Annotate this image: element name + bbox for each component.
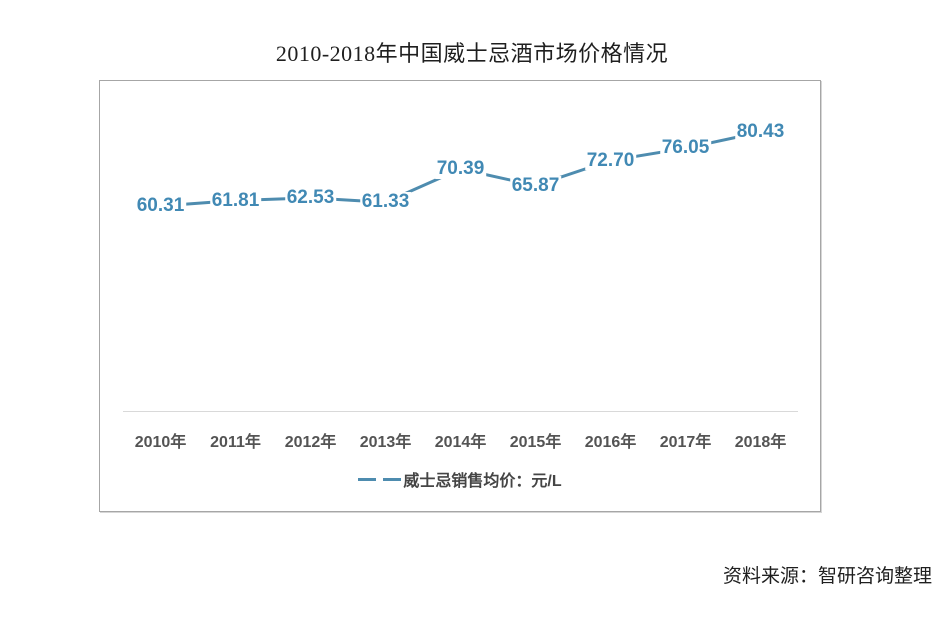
data-label: 70.39	[434, 158, 487, 180]
legend: 威士忌销售均价：元/L	[100, 469, 820, 490]
data-label: 61.33	[359, 191, 412, 213]
data-label: 76.05	[659, 137, 712, 159]
source-note: 资料来源：智研咨询整理	[722, 566, 932, 587]
legend-label: 威士忌销售均价：元/L	[403, 473, 562, 490]
data-label: 62.53	[284, 186, 337, 208]
chart-title: 2010-2018年中国威士忌酒市场价格情况	[275, 41, 669, 66]
x-tick-label: 2011年	[210, 434, 261, 451]
x-tick-label: 2014年	[434, 434, 487, 451]
x-tick-label: 2018年	[734, 434, 787, 451]
x-tick-label: 2012年	[284, 434, 337, 451]
x-tick-label: 2017年	[659, 434, 712, 451]
data-label: 72.70	[584, 149, 637, 171]
data-label: 61.81	[209, 189, 262, 211]
x-tick-label: 2013年	[359, 434, 412, 451]
data-label: 80.43	[734, 121, 787, 143]
legend-line-icon	[383, 477, 402, 481]
chart-area: 60.31 61.81 62.53 61.33 70.39 65.87 72.70 76.05…	[99, 80, 821, 512]
x-axis-line	[123, 411, 798, 412]
x-tick-label: 2015年	[509, 434, 562, 451]
data-label: 65.87	[509, 174, 562, 196]
x-tick-label: 2016年	[584, 434, 637, 451]
data-label: 60.31	[134, 195, 187, 217]
x-tick-label: 2010年	[134, 434, 187, 451]
legend-line-icon	[358, 477, 377, 481]
